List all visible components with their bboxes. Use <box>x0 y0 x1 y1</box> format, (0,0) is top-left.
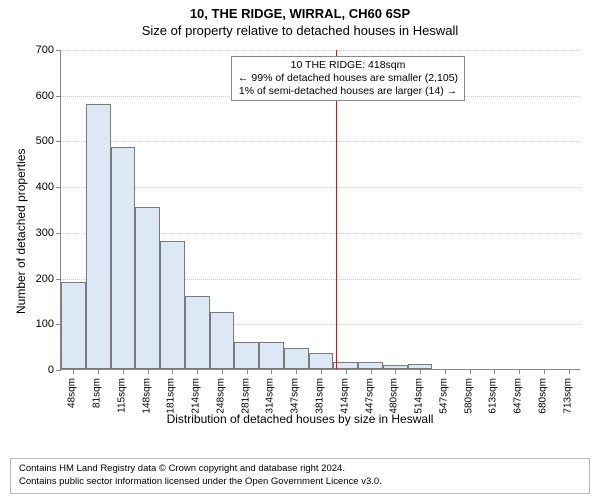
x-tick-label: 214sqm <box>191 378 202 414</box>
x-tick <box>247 369 248 374</box>
x-tick-label: 115sqm <box>116 378 127 413</box>
y-tick <box>56 50 61 51</box>
y-tick <box>56 233 61 234</box>
histogram-bar <box>61 282 86 369</box>
x-axis-label: Distribution of detached houses by size … <box>0 412 600 426</box>
x-tick-label: 381sqm <box>315 378 326 414</box>
x-tick-label: 248sqm <box>215 378 226 414</box>
x-tick <box>371 369 372 374</box>
x-tick <box>222 369 223 374</box>
y-tick-label: 500 <box>14 135 54 147</box>
gridline <box>61 50 580 51</box>
x-tick-label: 347sqm <box>290 378 301 414</box>
x-tick <box>321 369 322 374</box>
x-tick <box>395 369 396 374</box>
x-tick <box>494 369 495 374</box>
histogram-bar <box>259 342 284 369</box>
x-tick <box>148 369 149 374</box>
x-tick-label: 480sqm <box>389 378 400 414</box>
y-tick-label: 400 <box>14 181 54 193</box>
histogram-bar <box>309 353 334 369</box>
x-tick <box>123 369 124 374</box>
x-tick-label: 81sqm <box>92 378 103 408</box>
plot-area: 10 THE RIDGE: 418sqm← 99% of detached ho… <box>60 50 580 370</box>
y-tick-label: 100 <box>14 318 54 330</box>
x-tick <box>73 369 74 374</box>
annotation-line: ← 99% of detached houses are smaller (2,… <box>238 72 458 85</box>
footer-line-1: Contains HM Land Registry data © Crown c… <box>19 463 581 476</box>
x-tick-label: 414sqm <box>339 378 350 414</box>
y-tick <box>56 141 61 142</box>
x-tick-label: 514sqm <box>414 378 425 414</box>
histogram-bar <box>210 312 235 369</box>
x-tick <box>420 369 421 374</box>
chart-container: Number of detached properties 10 THE RID… <box>0 44 600 424</box>
x-tick-label: 613sqm <box>488 378 499 414</box>
gridline <box>61 141 580 142</box>
x-tick-label: 48sqm <box>67 378 78 408</box>
x-tick <box>569 369 570 374</box>
histogram-bar <box>86 104 111 369</box>
histogram-bar <box>111 147 136 369</box>
histogram-bar <box>135 207 160 369</box>
x-tick <box>271 369 272 374</box>
x-tick-label: 148sqm <box>141 378 152 414</box>
x-tick <box>98 369 99 374</box>
x-tick-label: 647sqm <box>513 378 524 414</box>
y-tick-label: 200 <box>14 273 54 285</box>
histogram-bar <box>160 241 185 369</box>
x-tick <box>544 369 545 374</box>
x-tick-label: 447sqm <box>364 378 375 414</box>
annotation-box: 10 THE RIDGE: 418sqm← 99% of detached ho… <box>231 56 465 101</box>
x-tick <box>346 369 347 374</box>
x-tick-label: 580sqm <box>463 378 474 414</box>
x-tick-label: 713sqm <box>562 378 573 414</box>
y-tick-label: 600 <box>14 90 54 102</box>
x-tick <box>470 369 471 374</box>
x-tick-label: 680sqm <box>537 378 548 414</box>
histogram-bar <box>234 342 259 369</box>
x-tick <box>296 369 297 374</box>
histogram-bar <box>358 362 383 369</box>
x-tick <box>197 369 198 374</box>
histogram-bar <box>284 348 309 369</box>
x-tick-label: 314sqm <box>265 378 276 414</box>
annotation-line: 10 THE RIDGE: 418sqm <box>238 59 458 72</box>
y-tick-label: 0 <box>14 364 54 376</box>
y-tick <box>56 370 61 371</box>
page-title: 10, THE RIDGE, WIRRAL, CH60 6SP <box>0 0 600 21</box>
gridline <box>61 187 580 188</box>
x-tick <box>519 369 520 374</box>
y-tick <box>56 187 61 188</box>
y-tick <box>56 96 61 97</box>
footer-line-2: Contains public sector information licen… <box>19 476 581 489</box>
footer-attribution: Contains HM Land Registry data © Crown c… <box>10 458 590 494</box>
annotation-line: 1% of semi-detached houses are larger (1… <box>238 85 458 98</box>
x-tick <box>445 369 446 374</box>
x-tick <box>172 369 173 374</box>
x-tick-label: 281sqm <box>240 378 251 414</box>
x-tick-label: 547sqm <box>438 378 449 414</box>
y-tick-label: 700 <box>14 44 54 56</box>
histogram-bar <box>185 296 210 369</box>
x-tick-label: 181sqm <box>166 378 177 414</box>
page-subtitle: Size of property relative to detached ho… <box>0 21 600 38</box>
y-tick <box>56 279 61 280</box>
y-tick-label: 300 <box>14 227 54 239</box>
